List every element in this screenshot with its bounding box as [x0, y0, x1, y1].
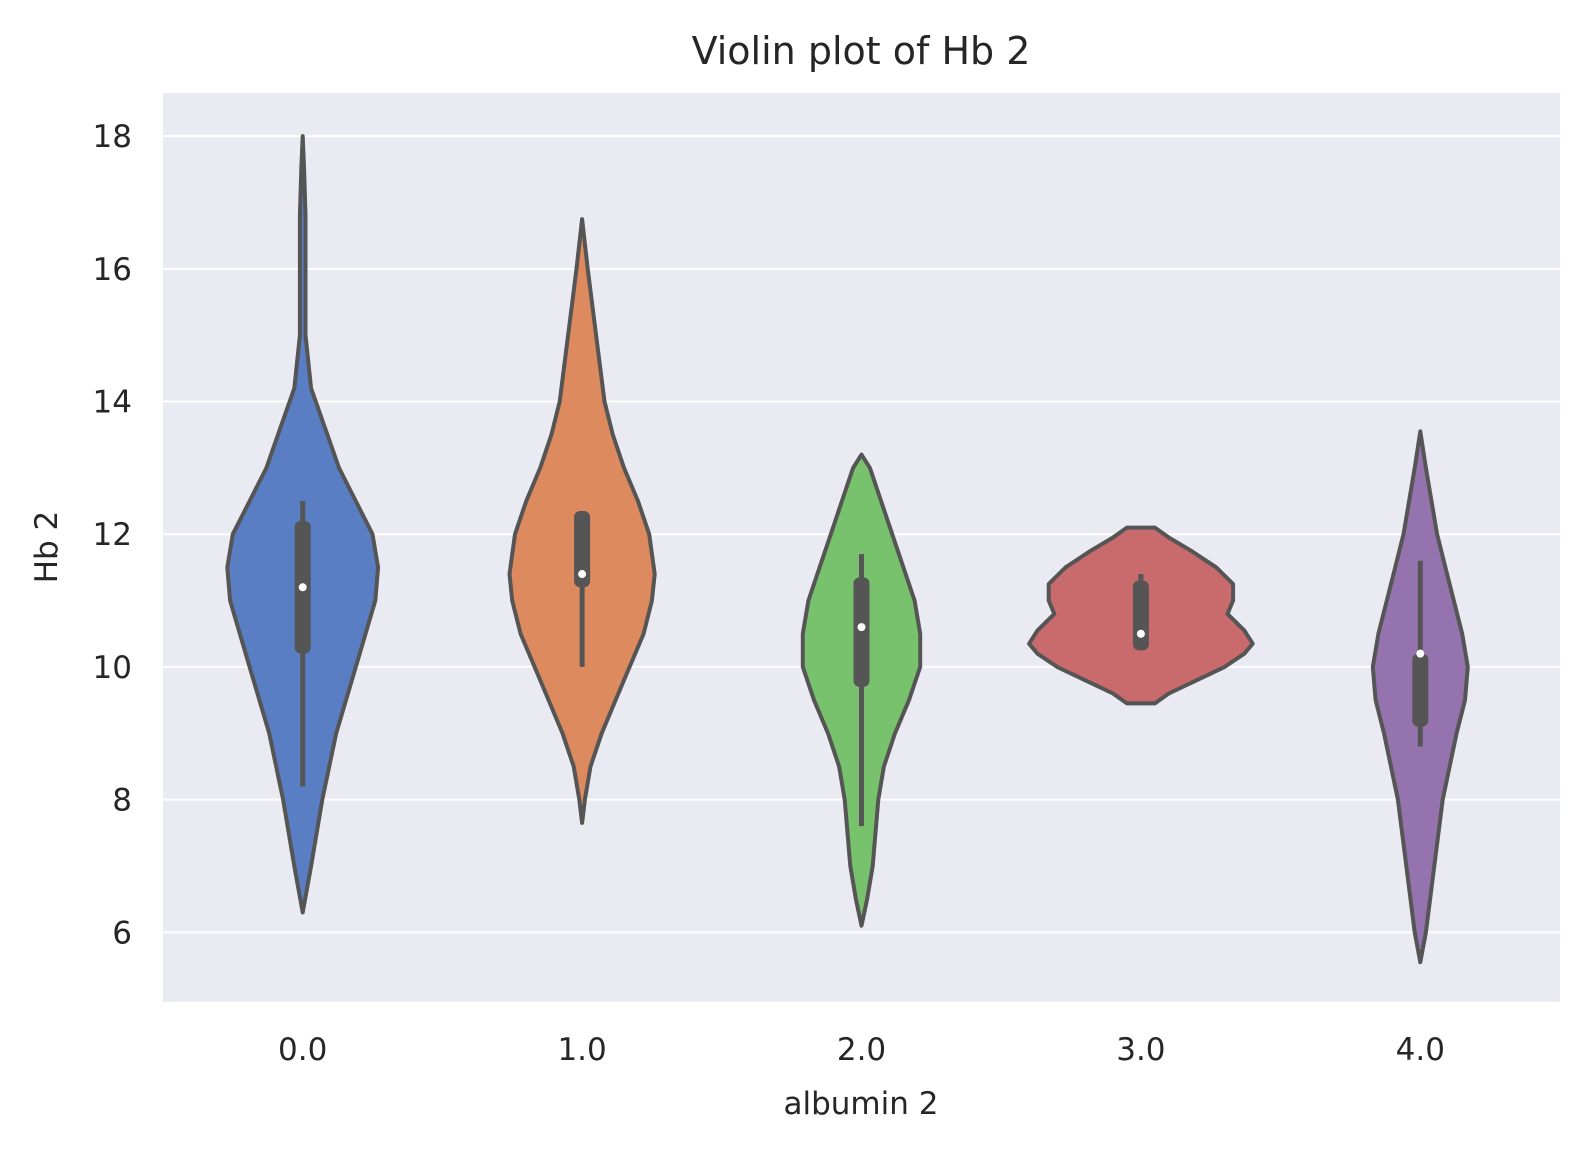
y-tick-label: 16 — [93, 252, 132, 288]
violin-4.0 — [1370, 429, 1470, 965]
violins — [225, 134, 1470, 965]
x-tick-label: 2.0 — [837, 1032, 886, 1068]
x-tick-label: 1.0 — [557, 1032, 606, 1068]
y-tick-label: 18 — [93, 119, 132, 155]
violin-iqr-box — [1132, 580, 1149, 651]
y-tick-labels: 6 8 10 12 14 16 18 — [93, 119, 132, 951]
y-axis-label: Hb 2 — [29, 511, 65, 584]
chart-title: Violin plot of Hb 2 — [692, 29, 1031, 73]
violin-median — [1136, 629, 1145, 638]
violin-median — [578, 570, 587, 579]
violin-0.0 — [225, 134, 381, 915]
violin-iqr-box — [853, 577, 870, 687]
x-tick-label: 3.0 — [1116, 1032, 1165, 1068]
y-tick-label: 10 — [93, 650, 132, 686]
x-tick-label: 0.0 — [278, 1032, 327, 1068]
y-tick-label: 8 — [112, 783, 132, 819]
x-axis-label: albumin 2 — [784, 1086, 939, 1122]
violin-2.0 — [800, 452, 923, 928]
y-tick-label: 12 — [93, 517, 132, 553]
violin-1.0 — [507, 217, 657, 825]
x-tick-label: 4.0 — [1396, 1032, 1445, 1068]
violin-median — [298, 583, 307, 592]
y-tick-label: 6 — [112, 915, 132, 951]
y-tick-label: 14 — [93, 385, 132, 421]
violin-3.0 — [1027, 525, 1255, 706]
violin-median — [1416, 649, 1425, 658]
violin-iqr-box — [574, 511, 591, 588]
violin-median — [857, 623, 866, 632]
x-tick-labels: 0.0 1.0 2.0 3.0 4.0 — [278, 1032, 1445, 1068]
violin-iqr-box — [1412, 653, 1429, 727]
